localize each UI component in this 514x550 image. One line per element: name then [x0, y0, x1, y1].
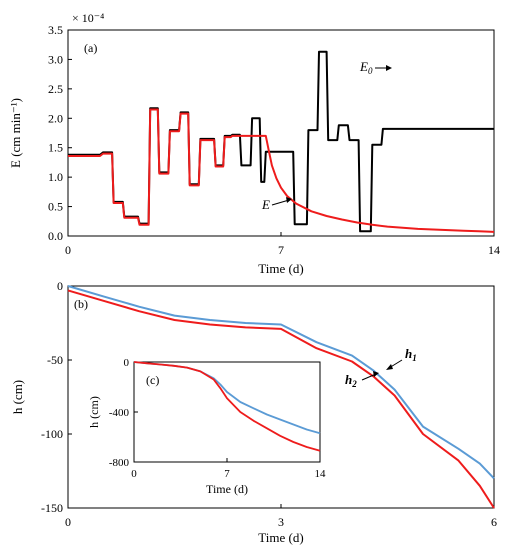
panel-a-ylabel: E (cm min⁻¹) [8, 98, 23, 168]
b-xtick-label: 6 [491, 515, 497, 529]
panel-a-label: (a) [84, 41, 97, 55]
b-ytick-label: -50 [47, 353, 63, 367]
a-ytick-label: 2.0 [48, 111, 63, 125]
panel-a-xlabel: Time (d) [258, 261, 303, 276]
panel-a-e-annotation: E [261, 197, 270, 212]
panel-b-h2-arrowhead [373, 371, 379, 377]
panel-b-xlabel: Time (d) [258, 530, 303, 545]
b-ytick-label: -100 [41, 427, 63, 441]
b-xtick-label: 3 [278, 515, 284, 529]
c-series-h2-line [133, 361, 321, 452]
b-ytick-label: -150 [41, 501, 63, 515]
panel-a-e0-annotation-main: E [359, 59, 368, 74]
a-ytick-label: 1.5 [48, 141, 63, 155]
a-xtick-label: 0 [65, 243, 71, 257]
panel-b-h1-arrowhead [386, 364, 393, 370]
a-series-E-line [68, 108, 495, 233]
panel-c-inset: 0 -400 -800 0 7 14 (c) Time (d) h (cm) [87, 357, 326, 496]
c-ytick-label: -800 [109, 457, 130, 469]
b-series-h1-line [67, 285, 495, 480]
panel-b-label: (b) [74, 297, 88, 311]
panel-a-x-ticks: 0 7 14 [65, 232, 500, 257]
panel-a-multiplier: × 10⁻⁴ [72, 11, 104, 25]
a-ytick-label: 3.5 [48, 23, 63, 37]
a-ytick-label: 3.0 [48, 52, 63, 66]
panel-b-series [67, 285, 495, 509]
panel-a-series [68, 50, 495, 233]
panel-a: 0.0 0.5 1.0 1.5 2.0 2.5 3.0 3.5 0 7 14 (a) × 10⁻⁴… [8, 11, 500, 276]
panel-b-h2-arrow [361, 373, 377, 381]
c-xtick-label: 14 [315, 468, 327, 480]
a-xtick-label: 14 [488, 243, 500, 257]
a-xtick-label: 7 [278, 243, 284, 257]
panel-a-e0-annotation: E0 [359, 59, 373, 76]
panel-b-h2-annotation-main: h [345, 372, 352, 387]
c-xtick-label: 7 [224, 468, 230, 480]
panel-c-series [133, 361, 321, 452]
panel-b-ylabel: h (cm) [10, 380, 25, 414]
panel-b-h2-annotation-sub: 2 [351, 379, 357, 389]
a-series-E0-line [68, 50, 494, 233]
c-ytick-label: -400 [109, 407, 130, 419]
panel-c-frame [133, 361, 321, 463]
panel-c-y-ticks: 0 -400 -800 [109, 357, 138, 469]
b-xtick-label: 0 [65, 515, 71, 529]
panel-b-h1-annotation: h1 [405, 346, 417, 363]
panel-c-label: (c) [146, 373, 159, 387]
panel-c-ylabel: h (cm) [87, 396, 101, 428]
panel-b-y-ticks: 0 -50 -100 -150 [41, 279, 72, 515]
panel-a-e-arrowhead [286, 197, 292, 203]
c-xtick-label: 0 [131, 468, 137, 480]
c-ytick-label: 0 [124, 357, 130, 369]
panel-b-h1-annotation-sub: 1 [412, 353, 417, 363]
panel-a-e0-annotation-sub: 0 [368, 66, 373, 76]
panel-a-e-arrow [271, 199, 290, 206]
panel-a-e0-arrowhead [386, 65, 392, 71]
a-ytick-label: 0.0 [48, 229, 63, 243]
b-series-h2-line [67, 289, 495, 509]
panel-a-y-ticks: 0.0 0.5 1.0 1.5 2.0 2.5 3.0 3.5 [48, 23, 72, 243]
panel-c-x-ticks: 0 7 14 [131, 458, 326, 480]
panel-c-xlabel: Time (d) [206, 482, 248, 496]
panel-b-h1-annotation-main: h [405, 346, 412, 361]
panel-b-h2-annotation: h2 [345, 372, 357, 389]
a-ytick-label: 0.5 [48, 200, 63, 214]
panel-a-frame [67, 29, 495, 237]
a-ytick-label: 1.0 [48, 170, 63, 184]
a-ytick-label: 2.5 [48, 82, 63, 96]
b-ytick-label: 0 [57, 279, 63, 293]
